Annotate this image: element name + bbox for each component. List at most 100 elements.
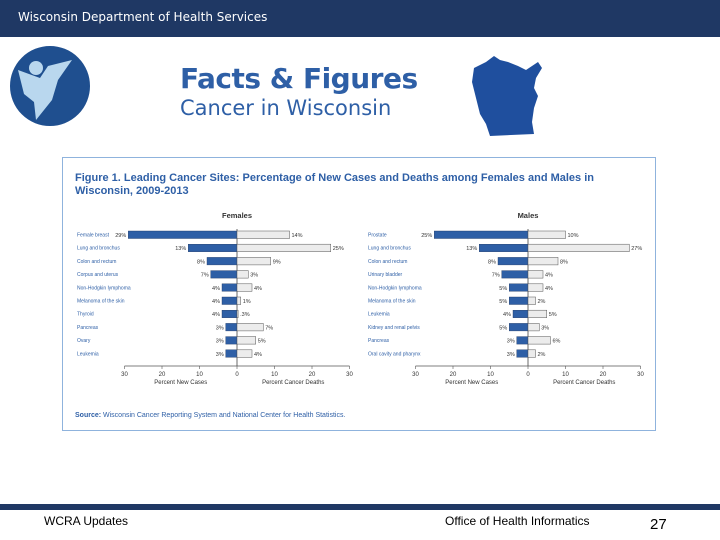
males-death-bar xyxy=(527,336,551,345)
males-tick-label: 30 xyxy=(637,372,644,378)
males-new-case-label: 3% xyxy=(507,339,515,345)
males-death-bar xyxy=(527,243,630,252)
females-category-label: Female breast xyxy=(77,233,110,239)
females-category-label: Leukemia xyxy=(77,351,99,357)
females-death-label: 9% xyxy=(273,259,281,265)
males-new-case-label: 8% xyxy=(488,259,496,265)
males-death-label: 3% xyxy=(541,325,549,331)
males-chart-title: Males xyxy=(518,211,539,220)
females-death-bar xyxy=(236,257,271,266)
females-death-bar xyxy=(236,349,253,358)
females-new-case-label: 3% xyxy=(216,339,224,345)
females-new-case-label: 3% xyxy=(216,325,224,331)
males-new-case-bar xyxy=(501,270,529,279)
females-new-case-bar xyxy=(128,230,238,239)
females-death-bar xyxy=(236,336,256,345)
males-category-label: Non-Hodgkin lymphoma xyxy=(368,285,422,291)
males-death-label: 10% xyxy=(568,233,579,239)
figure-panel: Figure 1. Leading Cancer Sites: Percenta… xyxy=(62,157,656,431)
males-category-label: Oral cavity and pharynx xyxy=(368,351,421,357)
females-chart-title: Females xyxy=(222,211,252,220)
females-new-case-label: 4% xyxy=(212,299,220,305)
females-death-label: 5% xyxy=(258,339,266,345)
females-death-label: 1% xyxy=(243,299,251,305)
males-category-label: Leukemia xyxy=(368,312,390,318)
females-new-case-label: 4% xyxy=(212,286,220,292)
females-category-label: Corpus and uterus xyxy=(77,272,119,278)
males-category-label: Lung and bronchus xyxy=(368,246,411,252)
top-bar: Wisconsin Department of Health Services xyxy=(0,0,720,37)
males-xlabel-right: Percent Cancer Deaths xyxy=(553,380,615,386)
females-death-label: .3% xyxy=(240,312,250,318)
males-death-bar xyxy=(527,230,566,239)
males-new-case-bar xyxy=(509,296,529,305)
females-category-label: Colon and rectum xyxy=(77,259,116,265)
males-death-bar xyxy=(527,270,544,279)
source-label: Source: xyxy=(75,412,102,419)
females-new-case-bar xyxy=(221,283,238,292)
females-death-label: 7% xyxy=(265,325,273,331)
footer-center: Office of Health Informatics xyxy=(445,514,590,528)
females-death-bar xyxy=(236,230,290,239)
females-new-case-bar xyxy=(206,257,238,266)
males-death-label: 27% xyxy=(631,246,642,252)
males-tick-label: 10 xyxy=(562,372,569,378)
males-new-case-bar xyxy=(479,243,529,252)
males-category-label: Colon and rectum xyxy=(368,259,407,265)
males-new-case-bar xyxy=(509,283,529,292)
males-death-label: 6% xyxy=(553,339,561,345)
males-new-case-bar xyxy=(516,349,529,358)
department-title: Wisconsin Department of Health Services xyxy=(18,10,268,24)
males-new-case-label: 25% xyxy=(421,233,432,239)
males-tick-label: 10 xyxy=(487,372,494,378)
males-death-label: 8% xyxy=(560,259,568,265)
figure-source: Source: Wisconsin Cancer Reporting Syste… xyxy=(75,412,345,419)
females-death-label: 25% xyxy=(333,246,344,252)
females-death-bar xyxy=(236,296,241,305)
males-xlabel-left: Percent New Cases xyxy=(445,380,498,386)
males-new-case-label: 5% xyxy=(499,286,507,292)
females-death-label: 4% xyxy=(254,352,262,358)
males-new-case-label: 13% xyxy=(466,246,477,252)
females-death-bar xyxy=(236,283,253,292)
females-death-label: 4% xyxy=(254,286,262,292)
males-category-label: Prostate xyxy=(368,233,387,239)
banner-subtitle: Cancer in Wisconsin xyxy=(180,96,392,120)
males-death-label: 5% xyxy=(549,312,557,318)
males-new-case-bar xyxy=(497,257,529,266)
females-new-case-bar xyxy=(221,309,238,318)
source-text: Wisconsin Cancer Reporting System and Na… xyxy=(103,412,346,419)
females-new-case-label: 7% xyxy=(201,273,209,279)
females-tick-label: 10 xyxy=(271,372,278,378)
males-death-bar xyxy=(527,349,536,358)
dhs-logo-icon xyxy=(10,46,90,126)
males-new-case-bar xyxy=(509,323,529,332)
females-new-case-bar xyxy=(225,323,238,332)
males-tick-label: 20 xyxy=(600,372,607,378)
females-death-bar xyxy=(236,270,249,279)
females-tick-label: 30 xyxy=(346,372,353,378)
females-xlabel-left: Percent New Cases xyxy=(154,380,207,386)
males-death-label: 2% xyxy=(538,352,546,358)
page-number: 27 xyxy=(650,516,667,533)
females-tick-label: 10 xyxy=(196,372,203,378)
males-new-case-label: 7% xyxy=(492,273,500,279)
males-category-label: Pancreas xyxy=(368,338,390,344)
males-death-label: 2% xyxy=(538,299,546,305)
females-death-bar xyxy=(236,323,264,332)
females-death-label: 14% xyxy=(292,233,303,239)
males-new-case-label: 5% xyxy=(499,299,507,305)
males-death-label: 4% xyxy=(545,273,553,279)
females-category-label: Non-Hodgkin lymphoma xyxy=(77,285,131,291)
females-xlabel-right: Percent Cancer Deaths xyxy=(262,380,324,386)
males-tick-label: 30 xyxy=(412,372,419,378)
females-tick-label: 20 xyxy=(309,372,316,378)
females-new-case-bar xyxy=(225,336,238,345)
males-death-bar xyxy=(527,309,547,318)
females-tick-label: 30 xyxy=(121,372,128,378)
females-new-case-bar xyxy=(225,349,238,358)
males-new-case-label: 5% xyxy=(499,325,507,331)
females-death-bar xyxy=(236,309,239,318)
males-new-case-bar xyxy=(512,309,529,318)
females-death-label: 3% xyxy=(250,273,258,279)
